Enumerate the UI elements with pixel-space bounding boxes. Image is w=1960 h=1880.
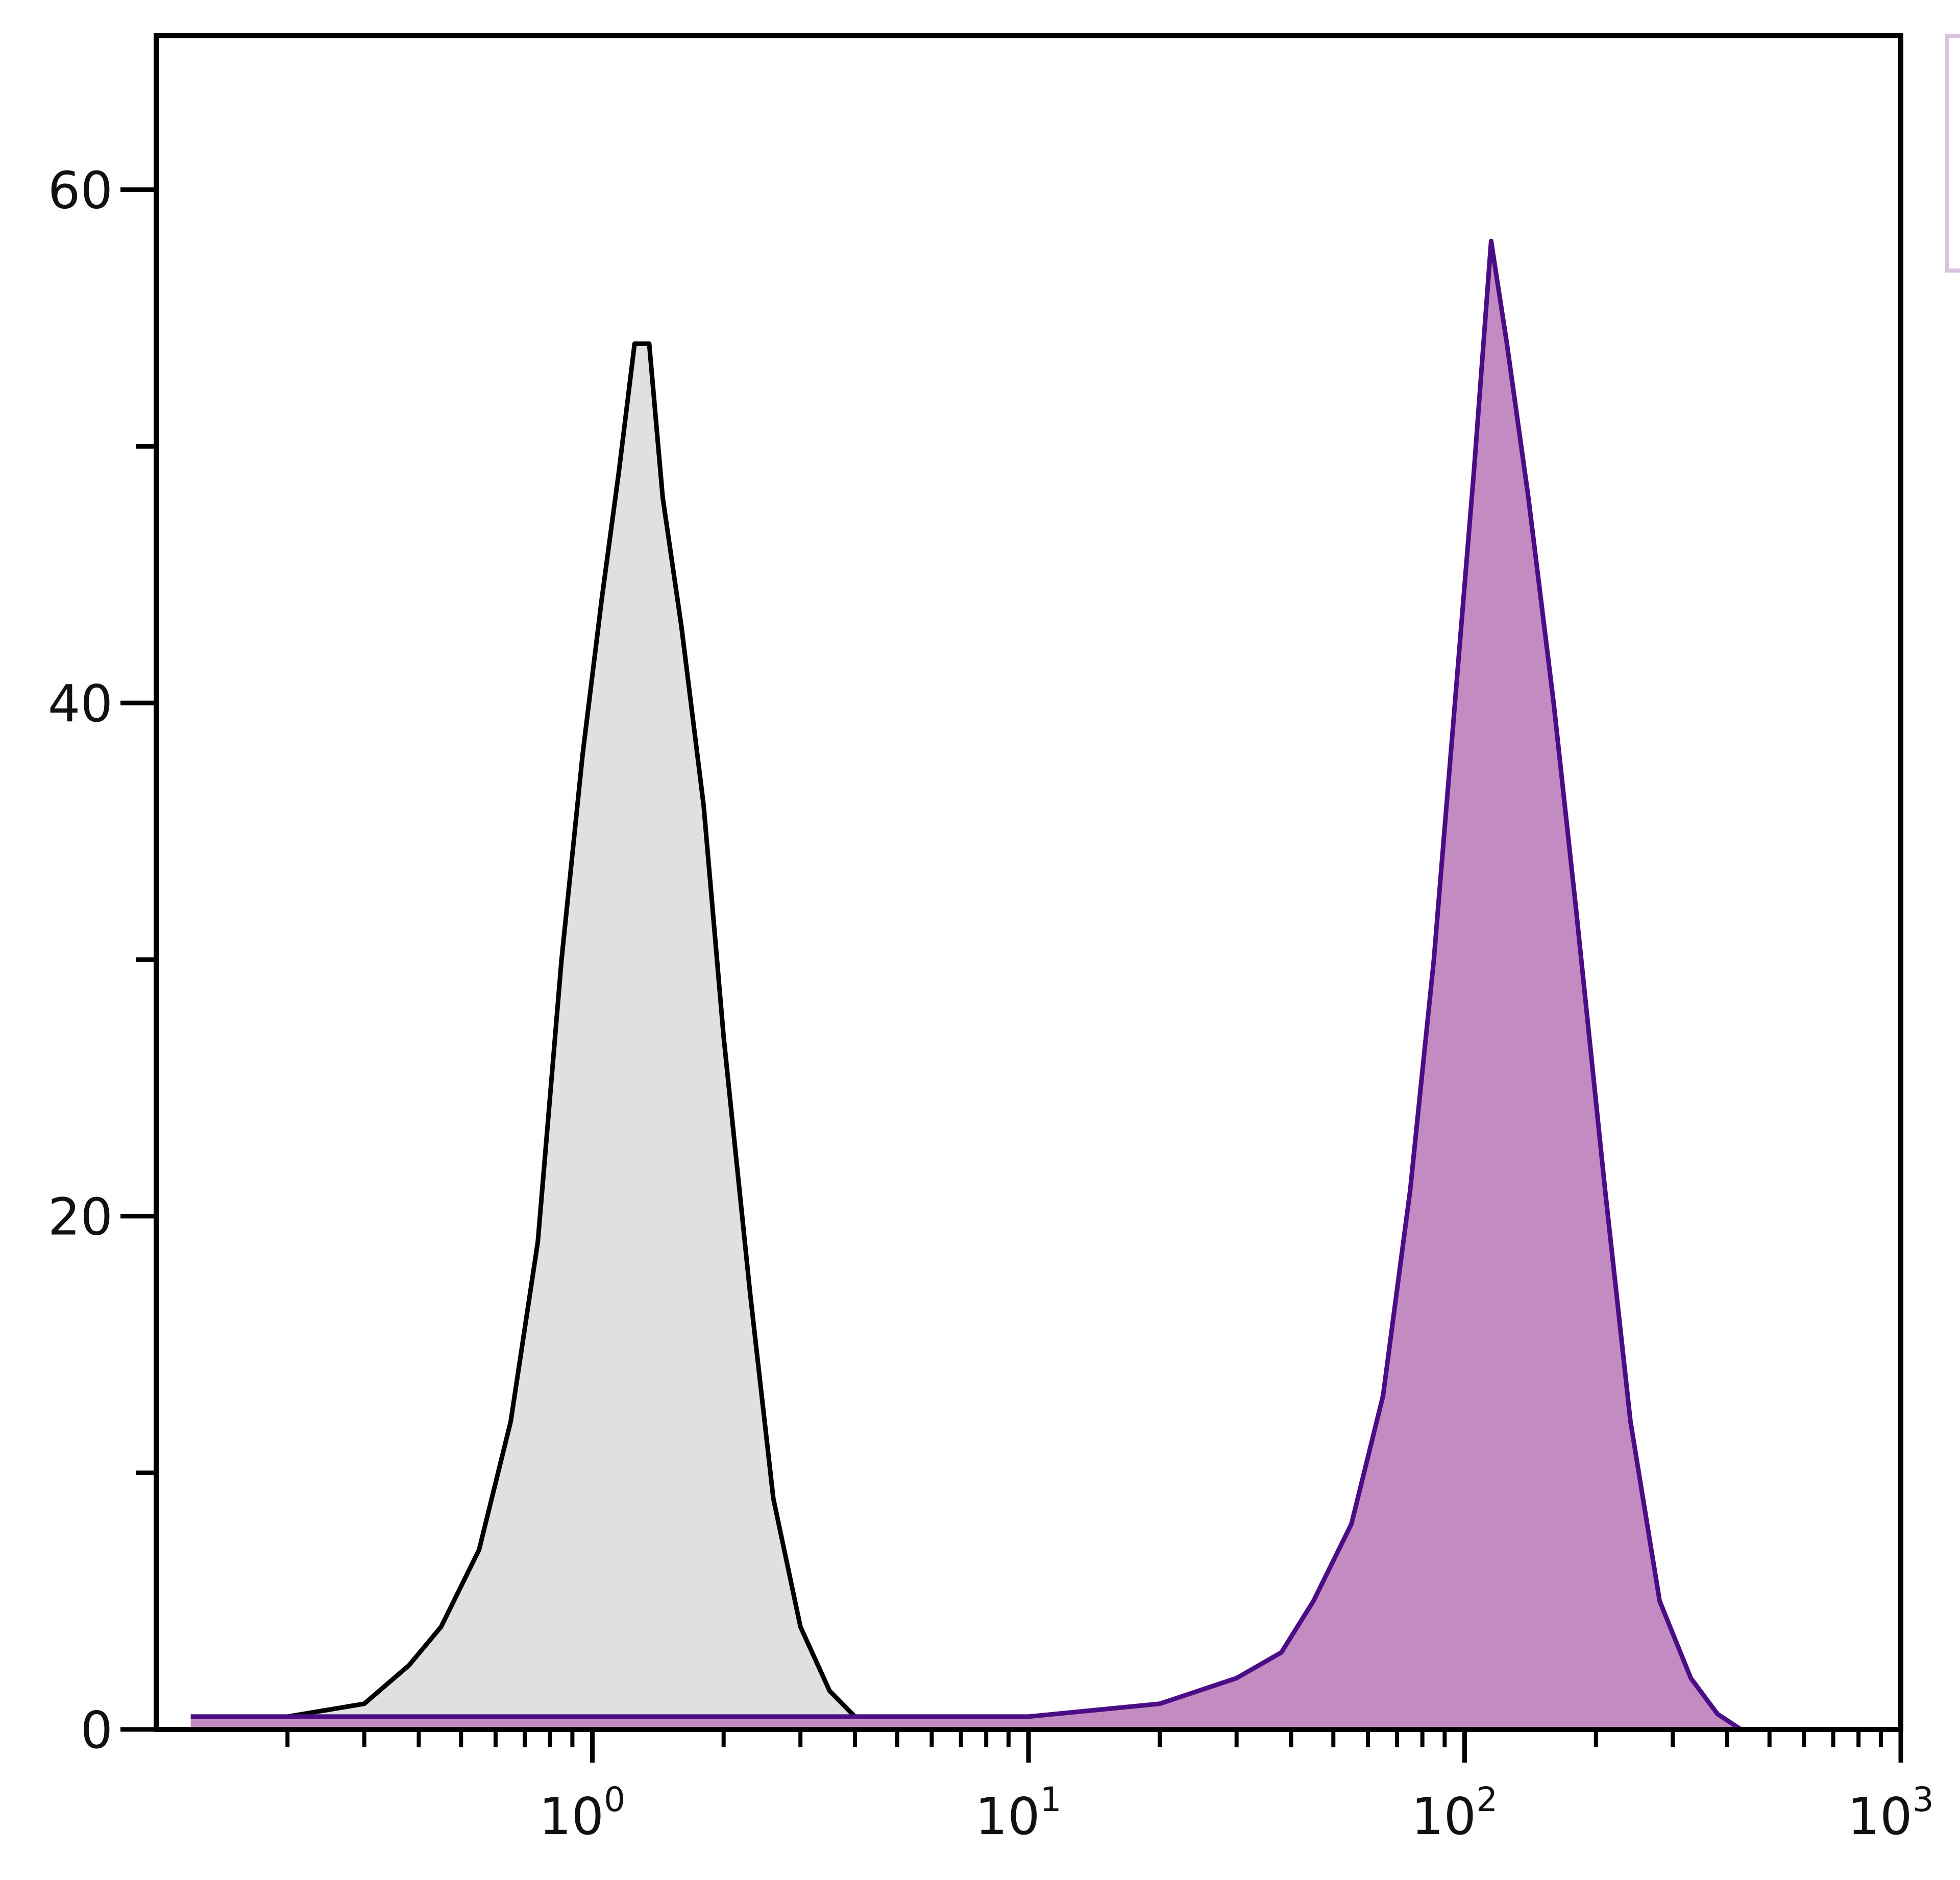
series-1-fill: [190, 344, 987, 1729]
series-2-fill: [190, 241, 1741, 1730]
y-tick-label: 40: [48, 674, 113, 734]
y-tick-label: 0: [80, 1700, 113, 1760]
series-layer: [190, 238, 1743, 1732]
series-1-line: [190, 341, 987, 1732]
legend-box: [1945, 34, 1960, 273]
y-tick-label: 20: [48, 1187, 113, 1247]
y-tick-label: 60: [48, 161, 113, 221]
x-tick-label: 100: [539, 1780, 625, 1846]
ticks-layer: 0 20 40 60 100 101 102 103: [48, 161, 1934, 1846]
x-tick-label: 101: [975, 1780, 1061, 1846]
series-2-line: [190, 238, 1743, 1731]
x-tick-label: 102: [1411, 1780, 1498, 1846]
x-tick-label: 103: [1847, 1780, 1933, 1846]
